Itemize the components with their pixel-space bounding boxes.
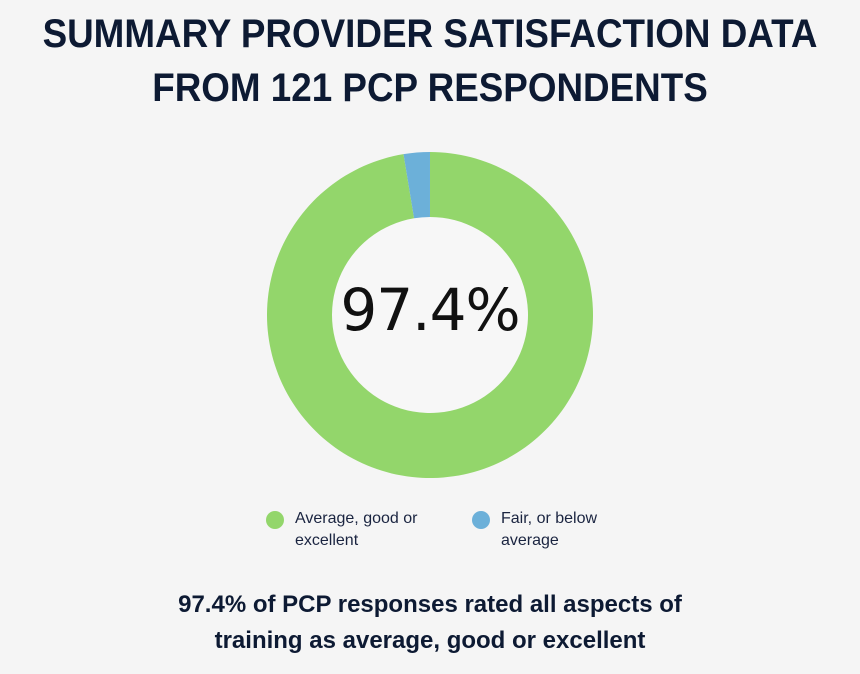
legend-dot-blue-icon [472,511,490,529]
donut-slice-average-good-excellent [266,152,593,479]
chart-title-line-2: FROM 121 PCP RESPONDENTS [152,66,708,110]
donut-hole [332,217,528,413]
chart-title-line-1: SUMMARY PROVIDER SATISFACTION DATA [42,12,818,56]
donut-slice-fair-below-average [403,152,430,219]
legend-label: Average, good or excellent [295,510,418,549]
center-percentage: 97.4% [340,276,520,344]
legend-label: Fair, or below average [501,510,598,549]
legend-item-fair-below-average: Fair, or below average [472,508,621,552]
summary-line-2: training as average, good or excellent [214,627,646,654]
summary-line-1: 97.4% of PCP responses rated all aspects… [178,591,682,618]
legend-dot-green-icon [266,511,284,529]
summary-caption: 97.4% of PCP responses rated all aspects… [0,587,860,659]
legend-item-average-good-excellent: Average, good or excellent [266,508,435,552]
